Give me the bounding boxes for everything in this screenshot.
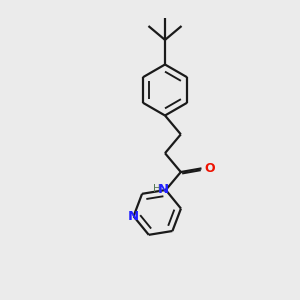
Text: O: O — [205, 162, 215, 175]
Text: H: H — [154, 184, 161, 194]
Text: N: N — [158, 183, 169, 196]
Text: N: N — [128, 210, 139, 223]
